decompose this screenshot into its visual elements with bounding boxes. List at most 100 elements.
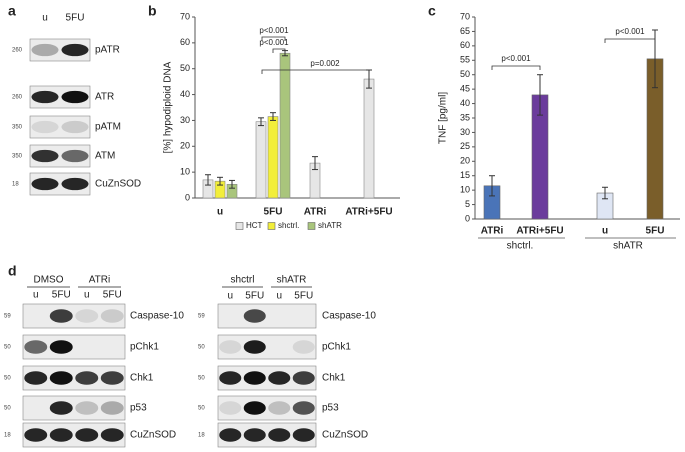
protein-label: p53 xyxy=(322,403,339,414)
blot-band xyxy=(61,90,89,104)
group-label: DMSO xyxy=(34,275,64,286)
y-axis-label: TNF [pg/ml] xyxy=(438,92,449,144)
protein-label: ATM xyxy=(95,151,115,162)
annotation: p<0.001 xyxy=(501,54,531,63)
group-label: shctrl. xyxy=(507,241,534,252)
protein-label: CuZnSOD xyxy=(322,430,368,441)
y-tick-label: 15 xyxy=(460,170,470,180)
blot-band xyxy=(100,401,124,415)
group-label: shctrl xyxy=(231,275,255,286)
y-tick-label: 10 xyxy=(180,167,190,177)
annotation: p<0.001 xyxy=(259,38,289,47)
x-tick-label: u xyxy=(217,207,223,218)
blot-strip xyxy=(217,303,317,329)
blot-band xyxy=(24,371,48,385)
significance-bracket xyxy=(491,65,541,70)
y-tick-label: 20 xyxy=(180,141,190,151)
y-tick-label: 70 xyxy=(180,11,190,21)
protein-label: Chk1 xyxy=(322,373,346,384)
y-tick-label: 55 xyxy=(460,55,470,65)
blot-band xyxy=(49,371,73,385)
x-tick-label: ATRi+5FU xyxy=(516,226,563,237)
y-tick-label: 30 xyxy=(180,115,190,125)
y-tick-label: 70 xyxy=(460,11,470,21)
x-tick-label: ATRi xyxy=(481,226,504,237)
marker-label: 50 xyxy=(4,345,11,351)
bar xyxy=(267,116,279,199)
y-tick-label: 60 xyxy=(460,40,470,50)
blot-band xyxy=(31,43,59,57)
protein-label: ATR xyxy=(95,92,114,103)
marker-label: 59 xyxy=(4,314,11,320)
blot-band xyxy=(61,120,89,134)
y-axis-label: [%] hypodiploid DNA xyxy=(163,61,174,153)
blot-band xyxy=(100,309,124,323)
y-tick-label: 65 xyxy=(460,26,470,36)
marker-label: 50 xyxy=(198,345,205,351)
blot-strip xyxy=(29,115,91,139)
blot-band xyxy=(75,309,99,323)
blot-band xyxy=(49,340,73,354)
legend-swatch xyxy=(267,222,276,230)
blot-strip xyxy=(22,395,126,421)
y-tick-label: 30 xyxy=(460,127,470,137)
protein-label: CuZnSOD xyxy=(95,179,141,190)
marker-label: 18 xyxy=(198,433,205,439)
y-tick-label: 0 xyxy=(465,213,470,223)
y-tick-label: 40 xyxy=(180,89,190,99)
blot-band xyxy=(31,177,59,191)
blot-band xyxy=(61,149,89,163)
marker-label: 18 xyxy=(4,433,11,439)
panel-label: c xyxy=(428,3,436,19)
y-tick-label: 50 xyxy=(180,63,190,73)
protein-label: Caspase-10 xyxy=(322,311,376,322)
marker-label: 260 xyxy=(12,48,23,54)
marker-label: 50 xyxy=(4,376,11,382)
group-label: shATR xyxy=(613,241,643,252)
lane-label: u xyxy=(276,291,282,302)
blot-band xyxy=(24,428,48,442)
blot-band xyxy=(49,309,73,323)
lane-label: 5FU xyxy=(52,290,71,301)
blot-band xyxy=(292,371,315,385)
lane-label: 5FU xyxy=(66,13,85,24)
y-tick-label: 20 xyxy=(460,156,470,166)
y-tick-label: 60 xyxy=(180,37,190,47)
panel-label: d xyxy=(8,263,17,279)
marker-label: 50 xyxy=(198,376,205,382)
y-tick-label: 40 xyxy=(460,98,470,108)
lane-label: 5FU xyxy=(294,291,313,302)
y-tick-label: 25 xyxy=(460,141,470,151)
protein-label: p53 xyxy=(130,403,147,414)
marker-label: 350 xyxy=(12,125,23,131)
blot-band xyxy=(49,401,73,415)
x-tick-label: 5FU xyxy=(646,226,665,237)
panel-label: b xyxy=(148,3,157,19)
legend-label: HCT xyxy=(246,221,263,230)
blot-band xyxy=(61,177,89,191)
significance-bracket xyxy=(261,69,370,74)
significance-bracket xyxy=(261,36,286,41)
blot-band xyxy=(31,90,59,104)
protein-label: CuZnSOD xyxy=(130,430,176,441)
annotation: p<0.001 xyxy=(615,27,645,36)
blot-strip xyxy=(217,334,317,360)
lane-label: 5FU xyxy=(103,290,122,301)
marker-label: 350 xyxy=(12,154,23,160)
marker-label: 260 xyxy=(12,95,23,101)
y-tick-label: 10 xyxy=(460,185,470,195)
blot-band xyxy=(268,371,291,385)
legend-swatch xyxy=(235,222,244,230)
blot-band xyxy=(268,428,291,442)
protein-label: pChk1 xyxy=(130,342,159,353)
blot-band xyxy=(268,401,291,415)
y-tick-label: 35 xyxy=(460,112,470,122)
significance-bracket xyxy=(604,38,656,43)
marker-label: 50 xyxy=(4,406,11,412)
lane-label: u xyxy=(84,290,90,301)
blot-band xyxy=(243,428,266,442)
bar xyxy=(279,52,291,199)
blot-band xyxy=(100,371,124,385)
marker-label: 59 xyxy=(198,314,205,320)
